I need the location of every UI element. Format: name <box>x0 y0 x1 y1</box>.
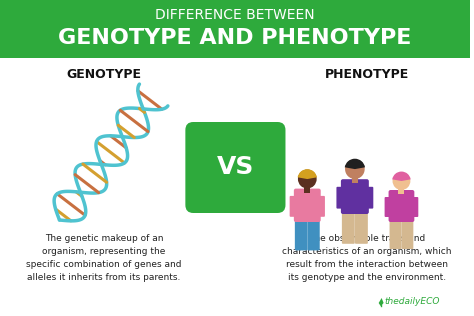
Text: GENOTYPE AND PHENOTYPE: GENOTYPE AND PHENOTYPE <box>58 28 411 48</box>
FancyBboxPatch shape <box>411 197 419 217</box>
FancyBboxPatch shape <box>337 187 344 209</box>
FancyBboxPatch shape <box>307 219 320 250</box>
Bar <box>0 0 470 58</box>
FancyBboxPatch shape <box>185 122 285 213</box>
Bar <box>352 177 358 183</box>
FancyBboxPatch shape <box>290 196 297 217</box>
FancyBboxPatch shape <box>366 187 374 209</box>
Text: GENOTYPE: GENOTYPE <box>66 69 142 82</box>
FancyBboxPatch shape <box>401 219 413 249</box>
Polygon shape <box>379 298 383 306</box>
Wedge shape <box>345 159 365 169</box>
FancyBboxPatch shape <box>390 219 401 249</box>
Circle shape <box>345 159 365 179</box>
FancyBboxPatch shape <box>389 190 414 222</box>
FancyBboxPatch shape <box>318 196 325 217</box>
Circle shape <box>392 172 410 190</box>
FancyBboxPatch shape <box>355 211 368 244</box>
Bar <box>304 186 310 193</box>
Wedge shape <box>392 172 410 181</box>
Text: The observable traits and
characteristics of an organism, which
result from the : The observable traits and characteristic… <box>282 234 452 282</box>
FancyBboxPatch shape <box>384 197 392 217</box>
Circle shape <box>298 170 317 189</box>
FancyBboxPatch shape <box>342 211 355 244</box>
Text: The genetic makeup of an
organism, representing the
specific combination of gene: The genetic makeup of an organism, repre… <box>27 234 182 282</box>
FancyBboxPatch shape <box>295 219 307 250</box>
Text: thedailyECO: thedailyECO <box>384 297 440 307</box>
Wedge shape <box>298 169 317 179</box>
Text: VS: VS <box>217 155 254 179</box>
Text: PHENOTYPE: PHENOTYPE <box>325 69 409 82</box>
Text: DIFFERENCE BETWEEN: DIFFERENCE BETWEEN <box>155 8 315 22</box>
Bar <box>399 188 404 194</box>
FancyBboxPatch shape <box>294 189 321 222</box>
FancyBboxPatch shape <box>341 179 369 214</box>
